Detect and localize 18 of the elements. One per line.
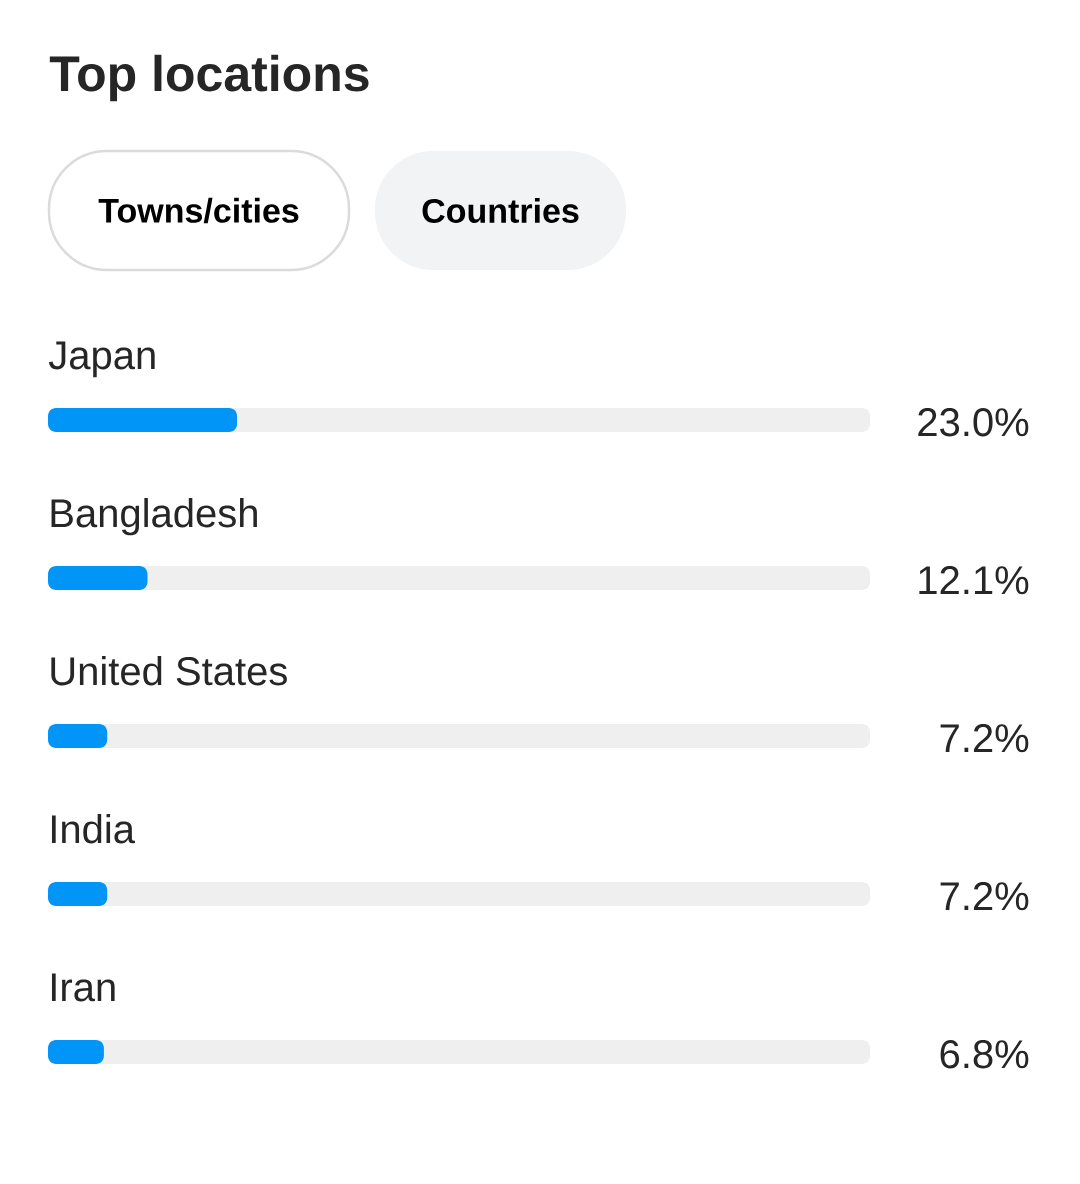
y-tick-label: Japan: [48, 341, 155, 378]
data-label: 6.8%: [940, 1040, 1029, 1069]
y-tick-label: Iran: [51, 973, 115, 1002]
bar: [48, 724, 108, 748]
data-label: 12.1%: [919, 566, 1029, 595]
bar: [48, 1040, 104, 1064]
y-tick-label: India: [51, 814, 135, 844]
chart-title: Top locations: [49, 54, 369, 102]
text: Towns/cities: [98, 197, 299, 224]
text: Countries: [422, 198, 579, 223]
bar: [48, 882, 108, 906]
y-tick-label: United States: [51, 656, 287, 686]
bar: [48, 566, 148, 590]
data-label: 7.2%: [940, 724, 1029, 753]
data-label: 7.2%: [940, 882, 1029, 911]
y-tick-label: Bangladesh: [51, 498, 257, 536]
data-label: 23.0%: [918, 408, 1029, 437]
bar: [48, 408, 238, 432]
